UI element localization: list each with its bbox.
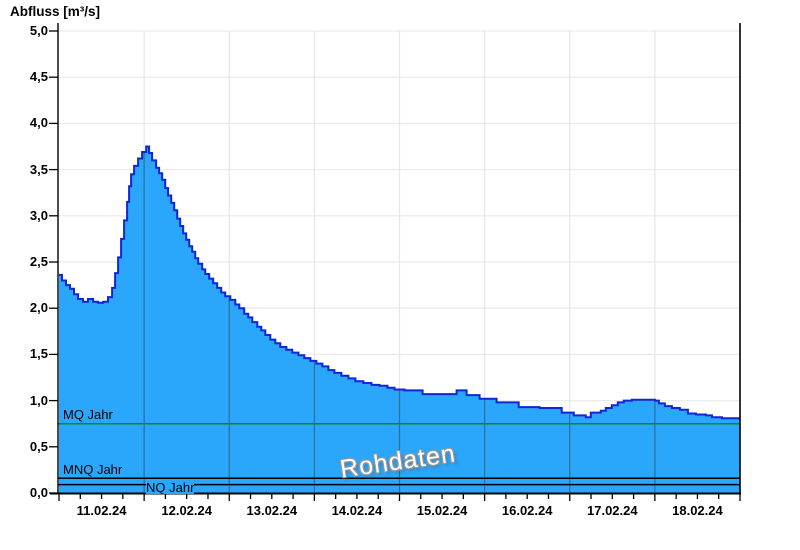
y-tick-label: 4,0	[29, 115, 48, 131]
x-tick-label: 16.02.24	[501, 503, 553, 518]
y-tick-label: 3,0	[29, 207, 48, 223]
y-tick-label: 3,5	[29, 161, 48, 177]
discharge-line	[59, 145, 740, 420]
x-tick-label: 13.02.24	[246, 503, 298, 518]
refline-label-nq: NQ Jahr	[146, 480, 195, 495]
x-tick-label: 14.02.24	[331, 503, 383, 518]
y-tick-label: 0,5	[29, 438, 48, 454]
y-tick-label: 2,0	[29, 300, 48, 316]
y-tick-label: 2,5	[29, 254, 48, 269]
y-tick-label: 1,5	[29, 346, 48, 362]
x-tick-label: 12.02.24	[161, 503, 212, 518]
x-tick-label: 18.02.24	[672, 503, 723, 518]
refline-label-mq: MQ Jahr	[63, 407, 113, 422]
chart-title: Abfluss [m³/s]	[10, 4, 101, 19]
refline-label-mnq: MNQ Jahr	[63, 462, 123, 477]
y-tick-label: 0,0	[29, 485, 48, 500]
x-tick-label: 17.02.24	[587, 503, 638, 518]
x-tick-label: 15.02.24	[416, 503, 468, 518]
x-tick-label: 11.02.24	[76, 503, 127, 518]
y-tick-label: 5,0	[29, 23, 48, 38]
y-tick-label: 4,5	[29, 69, 48, 85]
y-tick-label: 1,0	[29, 392, 48, 408]
